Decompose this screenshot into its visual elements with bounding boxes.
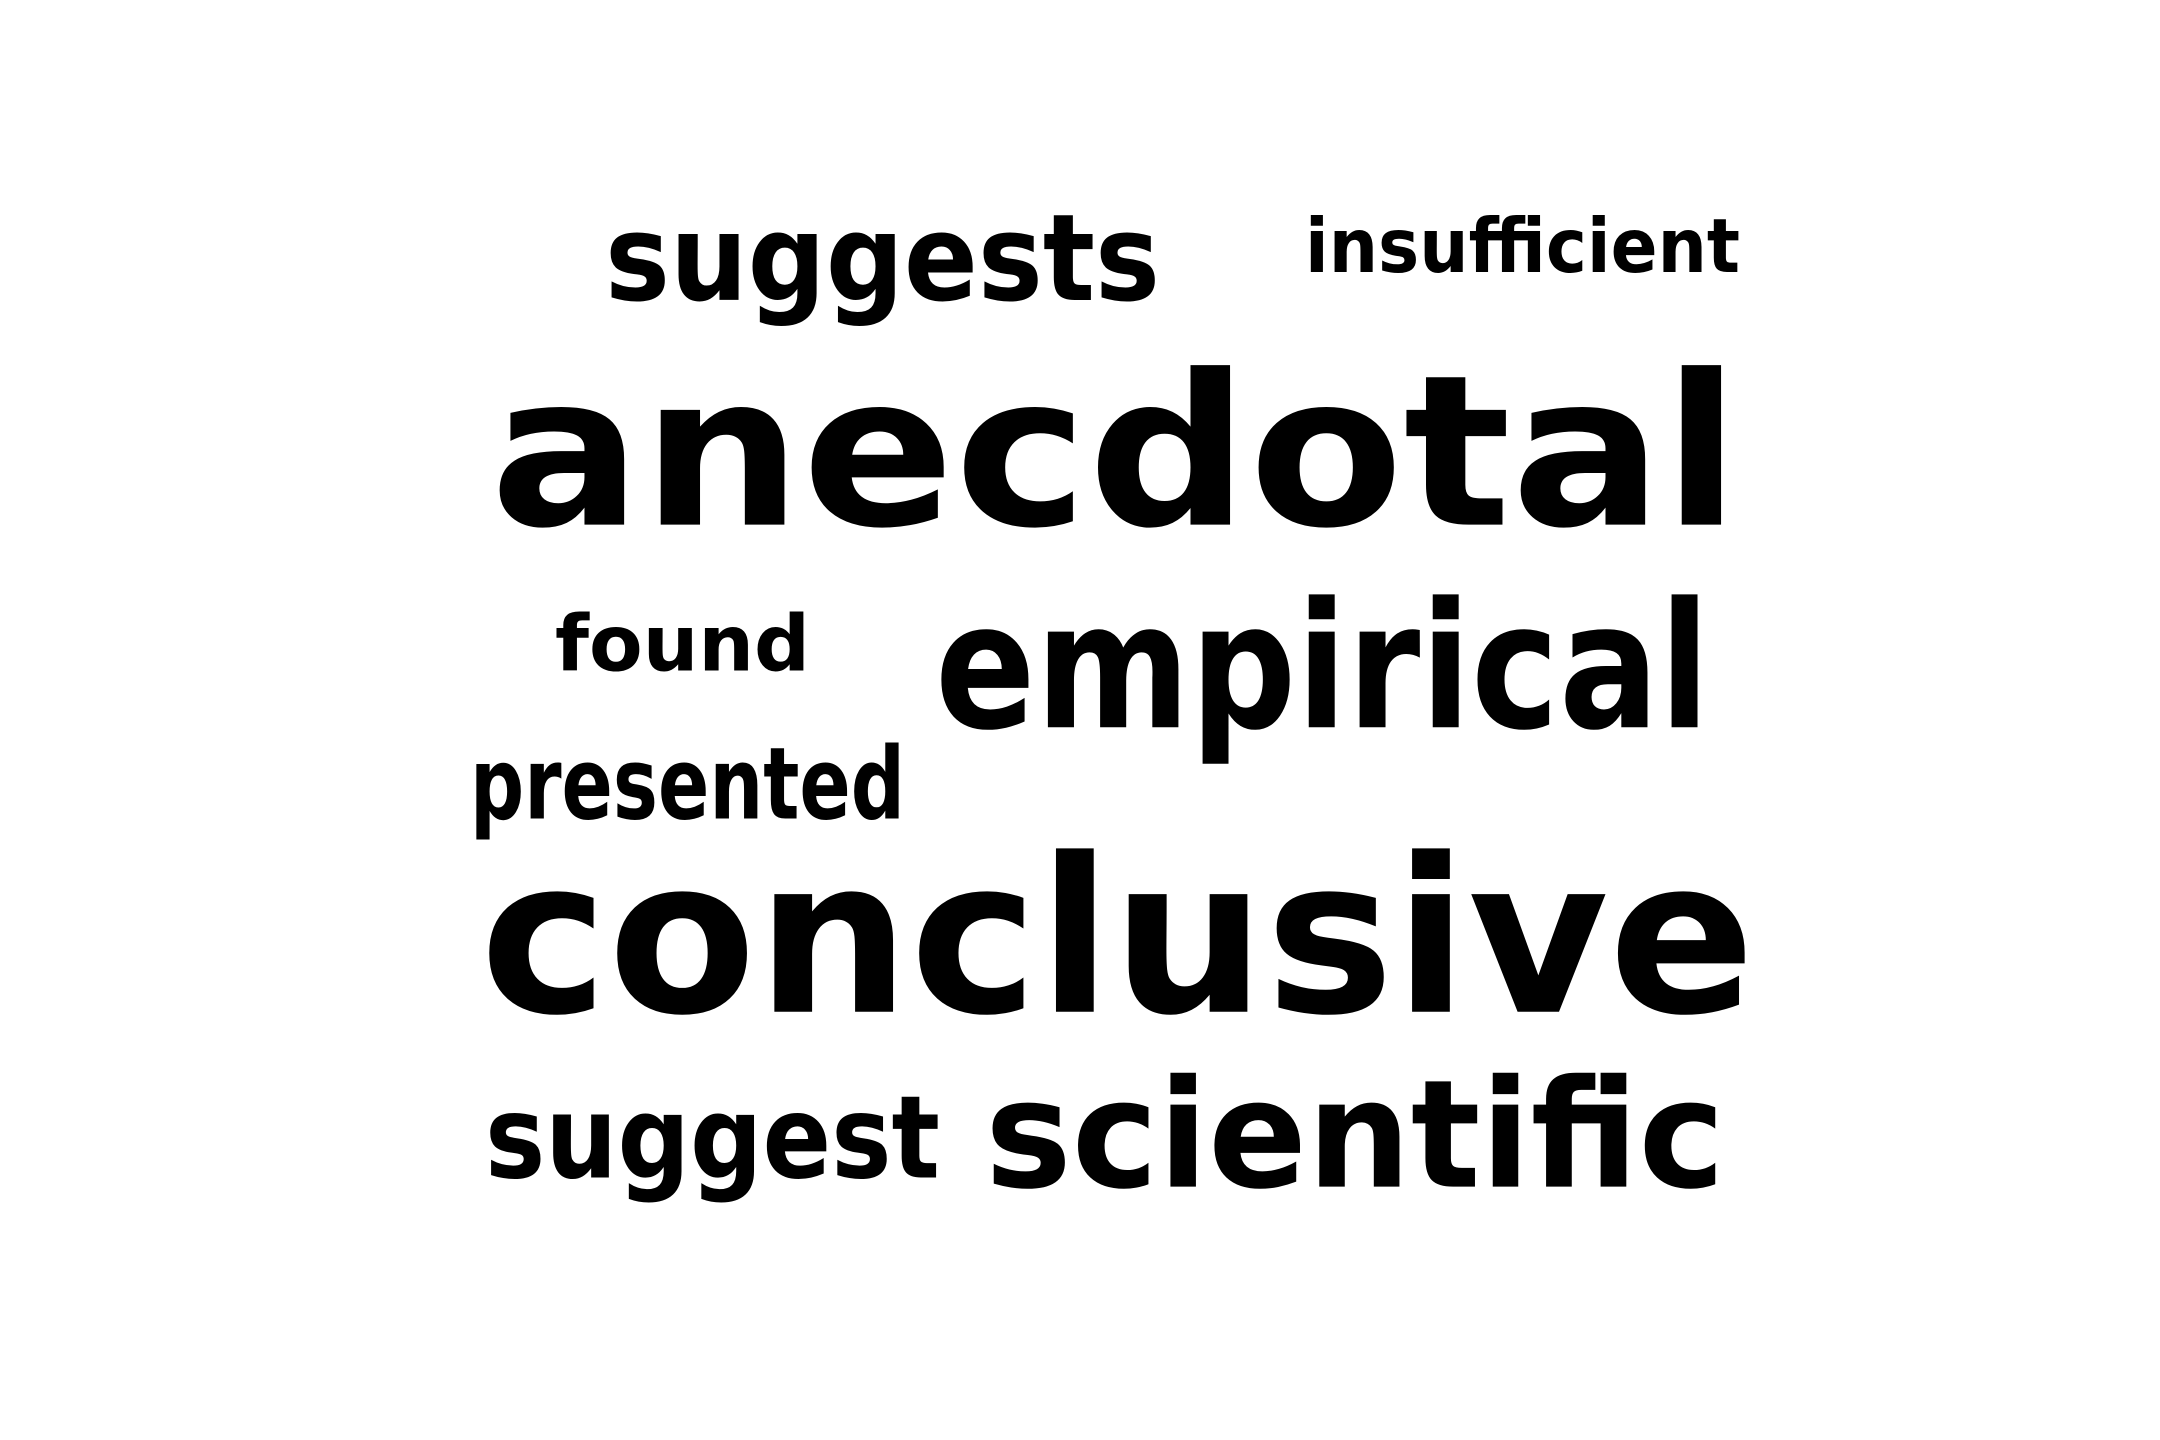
word-suggests: suggests	[605, 190, 1161, 329]
word-presented: presented	[470, 726, 905, 843]
word-insufficient: insufficient	[1305, 203, 1740, 291]
word-found: found	[555, 598, 810, 690]
word-empirical: empirical	[935, 565, 1710, 770]
word-scientific: scientific	[985, 1047, 1725, 1223]
word-suggest: suggest	[485, 1070, 940, 1205]
word-conclusive: conclusive	[480, 812, 1756, 1063]
word-anecdotal: anecdotal	[490, 330, 1740, 575]
